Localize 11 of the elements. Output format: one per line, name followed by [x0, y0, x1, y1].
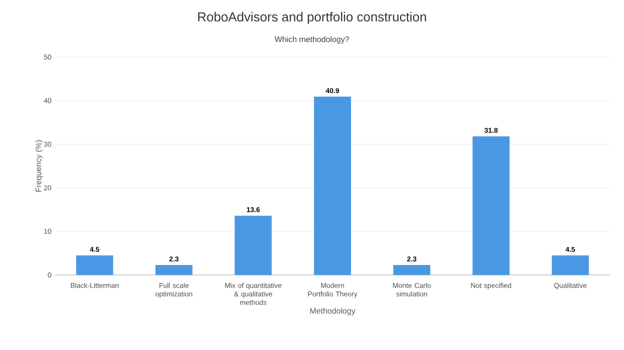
bar [393, 264, 430, 275]
chart-title: RoboAdvisors and portfolio construction [198, 12, 426, 24]
x-axis-title: Methodology [310, 308, 356, 316]
chart-subtitle: Which methodology? [274, 36, 350, 44]
bar [314, 96, 351, 275]
bar [472, 136, 510, 275]
bar [76, 255, 114, 275]
bar [234, 216, 272, 275]
bar [155, 264, 192, 275]
y-axis-title: Frequency (%) [35, 140, 43, 192]
bar [552, 255, 589, 275]
